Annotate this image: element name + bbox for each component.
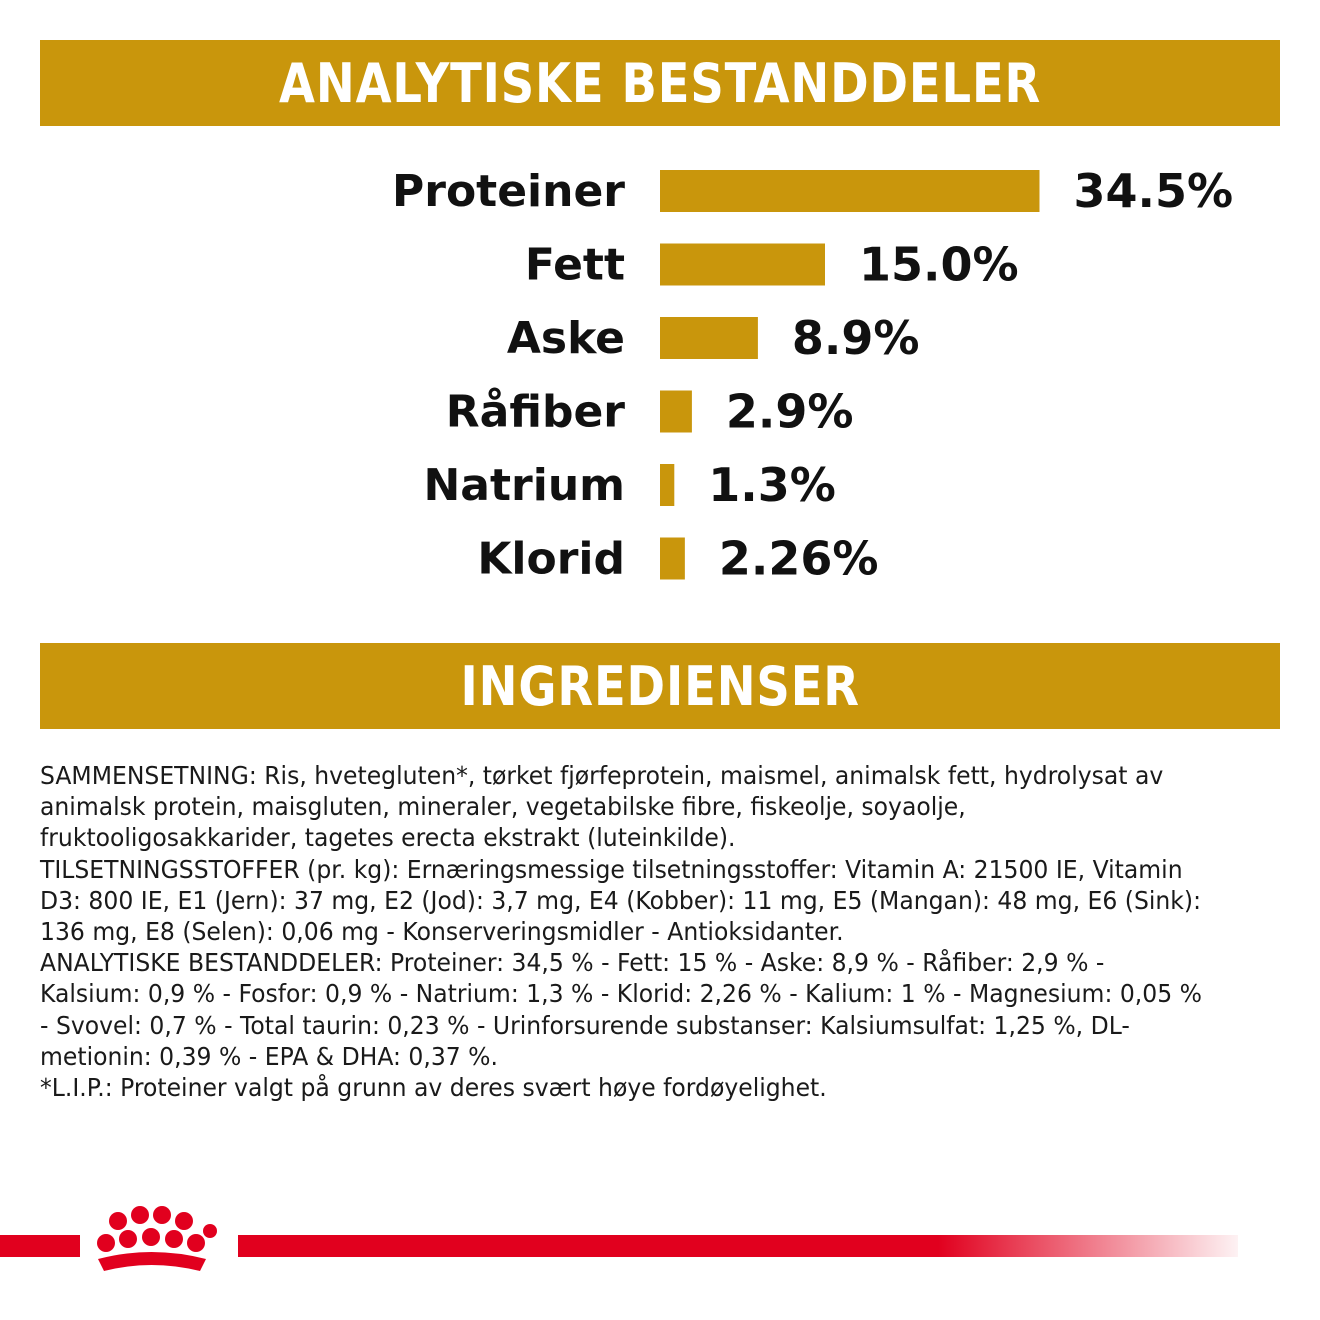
nutrient-bar-chart: Proteiner 34.5% Fett 15.0% Aske 8.9% Råfiber 2.… [392,164,1234,586]
lip-footnote: *L.I.P.: Proteiner valgt på grunn av der… [40,1073,827,1103]
analytics-banner: ANALYTISKE BESTANDDELER [40,40,1280,126]
bar-proteiner [660,170,1040,212]
ingredients-banner: INGREDIENSER [40,643,1280,729]
bar-value-proteiner: 34.5% [1074,164,1234,218]
analytics-paragraph: ANALYTISKE BESTANDDELER: Proteiner: 34,5… [40,948,1202,1071]
bar-label-fett: Fett [525,240,625,291]
bar-label-klorid: Klorid [477,534,625,585]
bar-value-aske: 8.9% [792,311,920,365]
ingredients-text: SAMMENSETNING: Ris, hvetegluten*, tørket… [40,760,1206,1103]
bar-natrium [660,464,675,506]
ingredients-title: INGREDIENSER [460,654,860,718]
bar-label-natrium: Natrium [423,460,625,511]
composition-paragraph: SAMMENSETNING: Ris, hvetegluten*, tørket… [40,761,1164,853]
bar-label-r-fiber: Råfiber [446,387,626,438]
bar-value-r-fiber: 2.9% [726,385,854,439]
footer-red-line-right [238,1235,1238,1257]
bar-label-aske: Aske [507,313,625,364]
royal-canin-crown-icon [97,1206,217,1271]
bar-value-klorid: 2.26% [719,532,879,586]
bar-value-natrium: 1.3% [708,458,836,512]
bar-aske [660,317,758,359]
additives-paragraph: TILSETNINGSSTOFFER (pr. kg): Ernæringsme… [40,854,1202,947]
bar-fett [660,243,825,286]
footer-red-line-left [0,1235,80,1257]
bar-value-fett: 15.0% [859,238,1019,292]
bar-label-proteiner: Proteiner [392,166,625,217]
analytics-title: ANALYTISKE BESTANDDELER [278,51,1042,115]
bar-klorid [660,537,685,580]
bar-r-fiber [660,390,692,433]
